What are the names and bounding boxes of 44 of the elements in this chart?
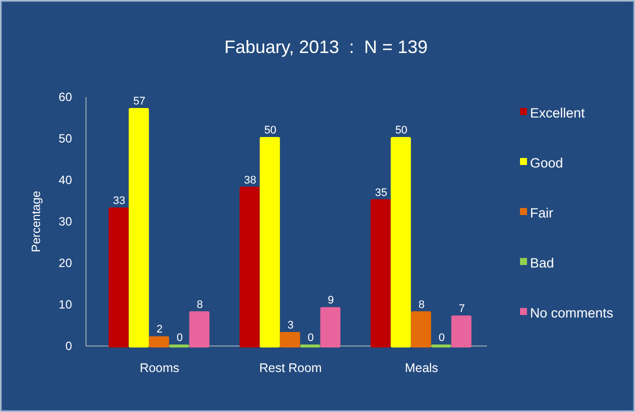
- bar: [320, 307, 340, 348]
- bar: [260, 137, 280, 348]
- bar: [108, 208, 129, 348]
- y-axis-title: Percentage: [29, 190, 43, 252]
- legend-label: Fair: [530, 206, 554, 221]
- bar: [370, 199, 391, 348]
- x-tick-label: Rest Room: [259, 361, 322, 375]
- data-label: 3: [287, 320, 294, 332]
- data-label: 7: [458, 302, 465, 315]
- bar: [390, 137, 411, 348]
- y-tick-label: 0: [65, 339, 72, 354]
- legend-label: Bad: [530, 256, 554, 271]
- data-label: 35: [375, 186, 388, 199]
- y-tick-label: 50: [58, 132, 72, 146]
- data-label: 8: [196, 298, 203, 311]
- y-tick-label: 60: [58, 90, 72, 104]
- y-tick-label: 10: [58, 298, 72, 312]
- data-label: 50: [395, 124, 408, 136]
- chart-title: Fabuary, 2013 : N = 139: [224, 37, 428, 57]
- data-label: 50: [264, 124, 276, 136]
- bar: [410, 311, 432, 348]
- bar: [189, 311, 210, 348]
- legend-label: Excellent: [530, 106, 586, 121]
- data-label: 8: [418, 298, 425, 311]
- data-label: 9: [328, 294, 334, 307]
- data-label: 57: [133, 95, 146, 108]
- data-label: 2: [156, 324, 163, 336]
- y-tick-label: 20: [58, 256, 72, 270]
- data-label: 0: [438, 332, 445, 344]
- y-tick-label: 30: [58, 214, 72, 229]
- data-label: 38: [244, 174, 256, 186]
- y-tick-label: 40: [58, 173, 72, 188]
- data-label: 33: [113, 195, 126, 208]
- x-tick-label: Rooms: [140, 361, 180, 375]
- bar: [240, 186, 260, 348]
- bar: [280, 332, 300, 348]
- data-label: 0: [176, 332, 183, 344]
- bar: [148, 336, 170, 348]
- bar: [128, 108, 149, 348]
- x-tick-label: Meals: [404, 361, 438, 375]
- legend-label: No comments: [530, 306, 614, 321]
- data-label: 0: [308, 332, 314, 344]
- bar: [451, 315, 472, 348]
- legend-label: Good: [530, 156, 564, 171]
